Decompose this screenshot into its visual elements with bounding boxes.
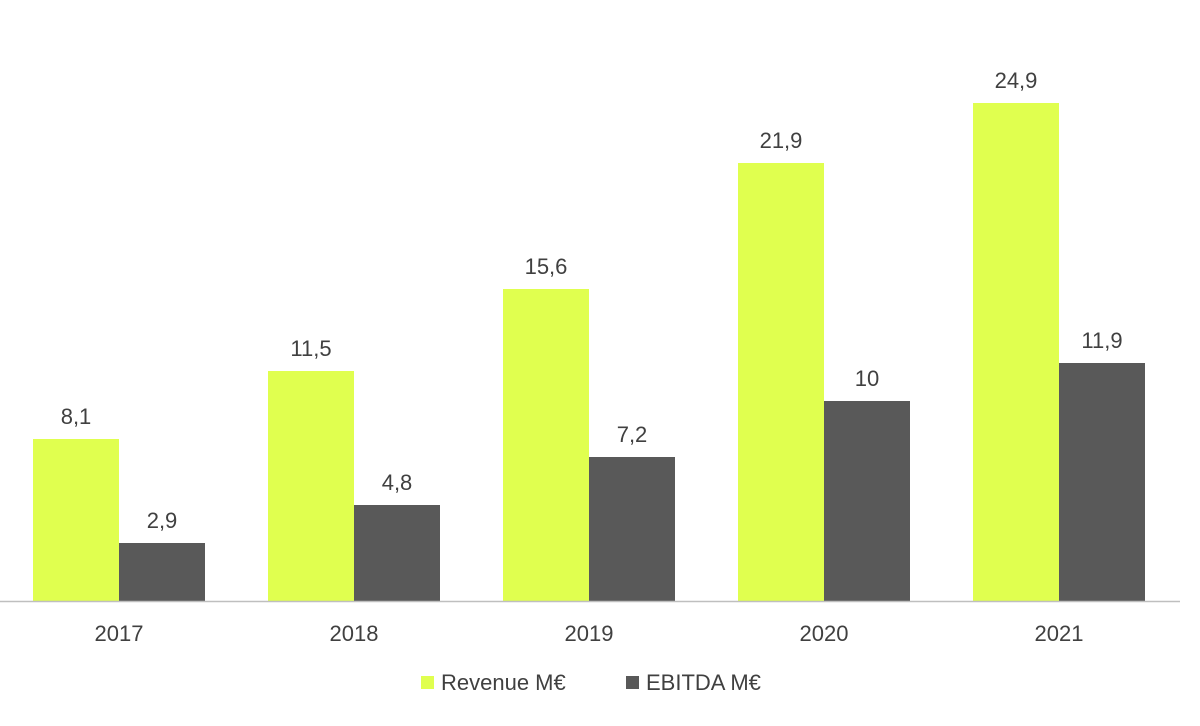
value-label-revenue-2018: 11,5 — [290, 336, 331, 361]
legend-swatch-ebitda — [626, 676, 639, 689]
legend-label-revenue: Revenue M€ — [441, 670, 566, 695]
x-tick-label-2019: 2019 — [565, 621, 614, 646]
legend-swatch-revenue — [421, 676, 434, 689]
bar-ebitda-2018 — [354, 505, 440, 601]
value-label-revenue-2017: 8,1 — [61, 404, 92, 429]
x-tick-labels-layer: 2017 2018 2019 2020 2021 — [95, 621, 1084, 646]
bar-ebitda-2019 — [589, 457, 675, 601]
value-label-ebitda-2021: 11,9 — [1081, 328, 1122, 353]
x-tick-label-2021: 2021 — [1035, 621, 1084, 646]
bar-ebitda-2017 — [119, 543, 205, 601]
x-tick-label-2017: 2017 — [95, 621, 144, 646]
value-label-revenue-2019: 15,6 — [525, 254, 568, 279]
x-tick-label-2020: 2020 — [800, 621, 849, 646]
value-label-revenue-2021: 24,9 — [995, 68, 1038, 93]
bars-layer — [33, 103, 1145, 601]
bar-ebitda-2020 — [824, 401, 910, 601]
value-labels-layer: 8,1 2,9 11,5 4,8 15,6 7,2 21,9 10 24,9 11,9 — [61, 68, 1123, 533]
legend-label-ebitda: EBITDA M€ — [646, 670, 761, 695]
bar-revenue-2020 — [738, 163, 824, 601]
bar-revenue-2017 — [33, 439, 119, 601]
bar-revenue-2021 — [973, 103, 1059, 601]
value-label-ebitda-2020: 10 — [855, 366, 879, 391]
legend: Revenue M€ EBITDA M€ — [421, 670, 761, 695]
value-label-revenue-2020: 21,9 — [760, 128, 803, 153]
x-tick-label-2018: 2018 — [330, 621, 379, 646]
bar-revenue-2019 — [503, 289, 589, 601]
bar-ebitda-2021 — [1059, 363, 1145, 601]
value-label-ebitda-2017: 2,9 — [147, 508, 178, 533]
value-label-ebitda-2018: 4,8 — [382, 470, 413, 495]
value-label-ebitda-2019: 7,2 — [617, 422, 648, 447]
bar-revenue-2018 — [268, 371, 354, 601]
